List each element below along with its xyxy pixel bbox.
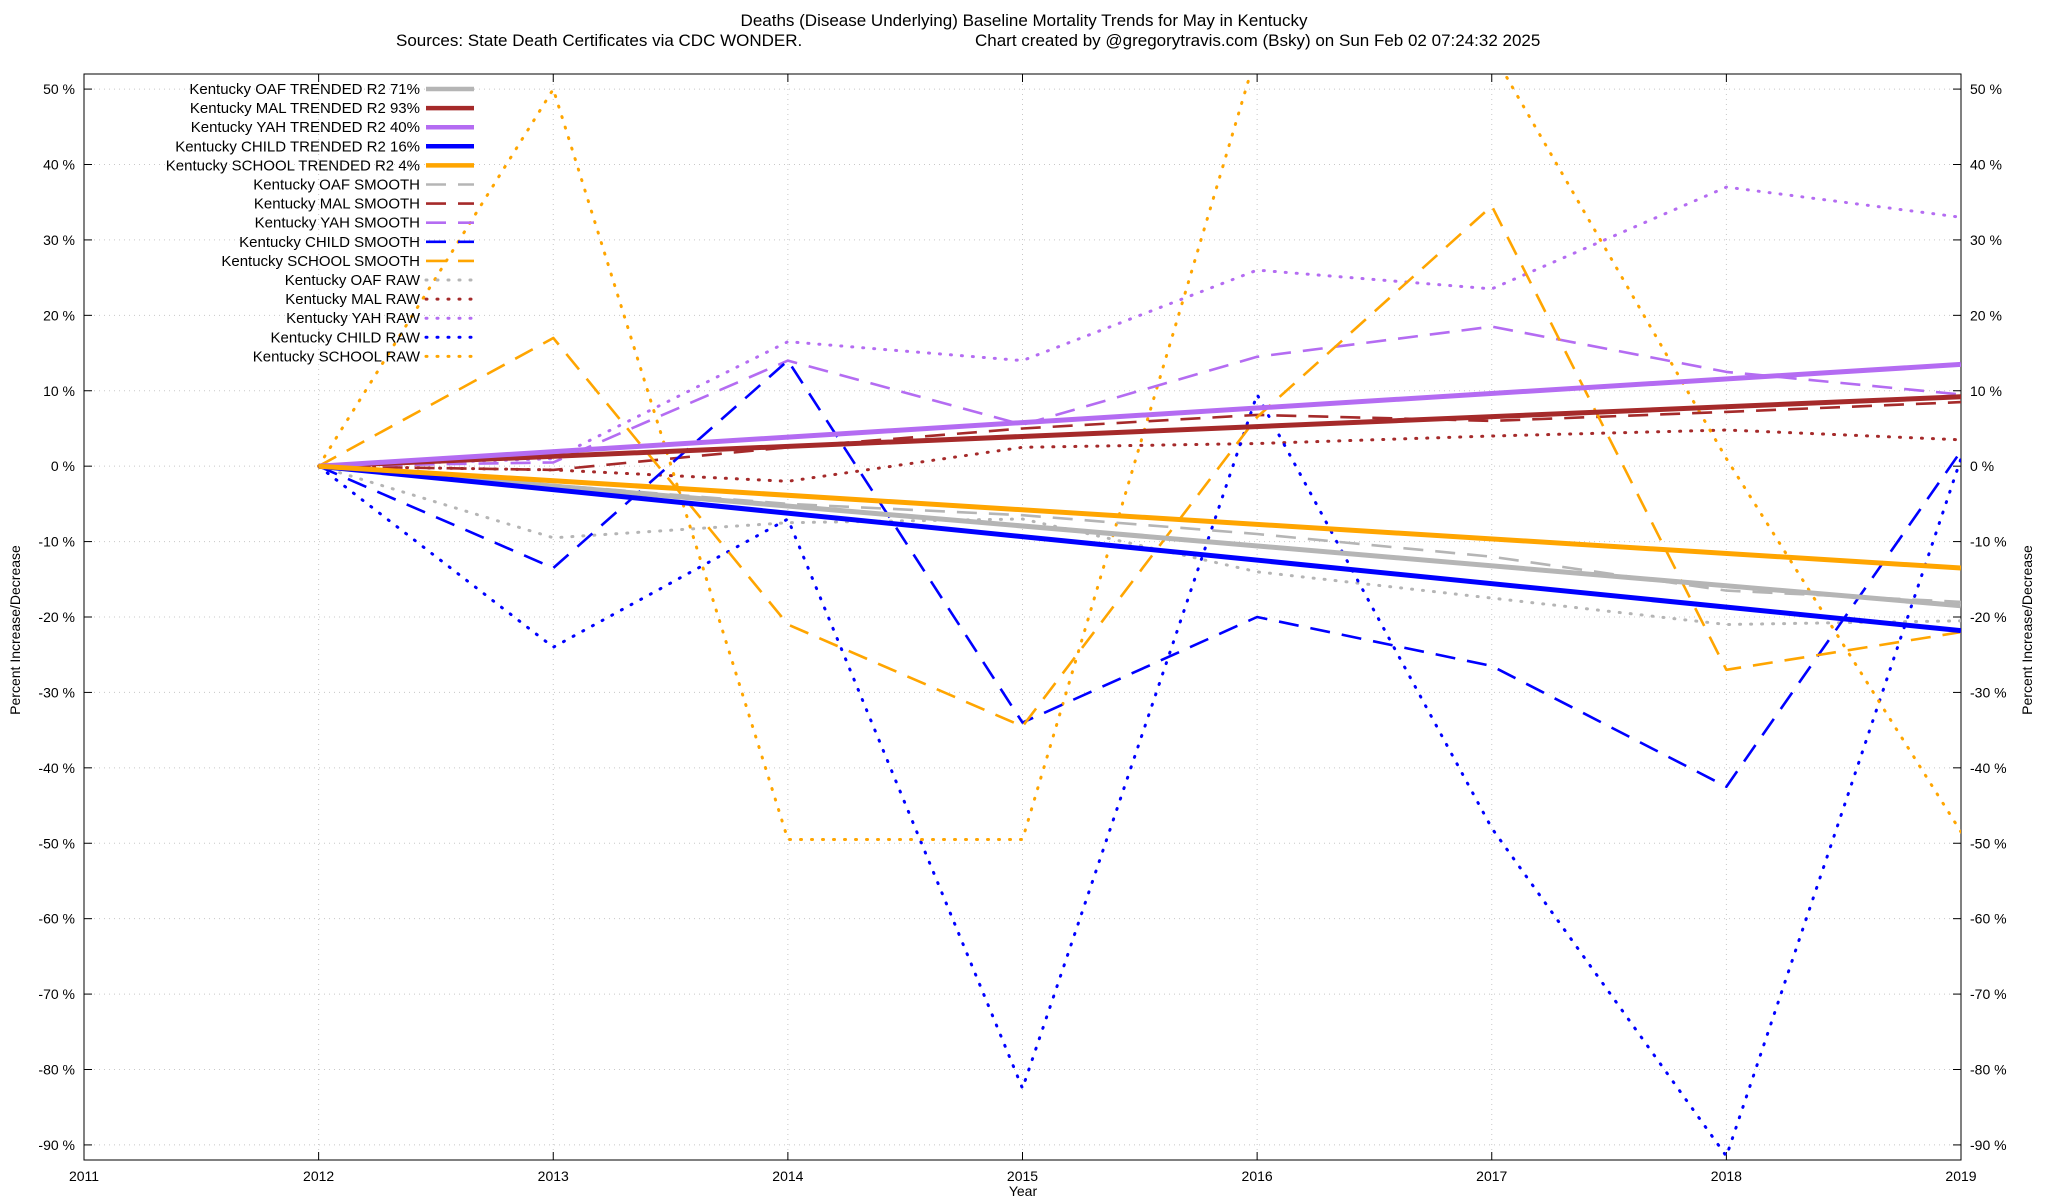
legend-label: Kentucky SCHOOL RAW [253, 348, 421, 365]
legend-label: Kentucky CHILD RAW [271, 329, 421, 346]
y-tick-label-right: 40 % [1970, 157, 2002, 173]
legend-label: Kentucky OAF TRENDED R2 71% [189, 81, 420, 98]
y-tick-label-right: -90 % [1970, 1137, 2007, 1153]
y-tick-label-left: -20 % [38, 609, 75, 625]
y-tick-label-left: -60 % [38, 911, 75, 927]
y-tick-label-left: -30 % [38, 684, 75, 700]
y-tick-label-left: -70 % [38, 986, 75, 1002]
series-line-kentucky-oaf-trended-r2-71 [318, 463, 1961, 609]
y-tick-label-right: -60 % [1970, 911, 2007, 927]
y-tick-label-left: -10 % [38, 534, 75, 550]
y-tick-label-left: 30 % [43, 232, 75, 248]
x-tick-label: 2016 [1242, 1168, 1273, 1184]
chart-title: Deaths (Disease Underlying) Baseline Mor… [741, 11, 1308, 30]
legend-label: Kentucky MAL TRENDED R2 93% [190, 100, 420, 117]
x-tick-label: 2015 [1007, 1168, 1038, 1184]
y-tick-label-right: -10 % [1970, 534, 2007, 550]
y-tick-label-right: 30 % [1970, 232, 2002, 248]
y-tick-label-left: -80 % [38, 1062, 75, 1078]
y-tick-label-left: -50 % [38, 835, 75, 851]
x-axis-label: Year [1009, 1183, 1038, 1199]
x-tick-label: 2014 [772, 1168, 803, 1184]
chart-subtitle-credit: Chart created by @gregorytravis.com (Bsk… [975, 31, 1540, 50]
x-tick-label: 2019 [1945, 1168, 1976, 1184]
y-tick-label-left: 20 % [43, 307, 75, 323]
legend-label: Kentucky MAL SMOOTH [254, 196, 420, 213]
x-tick-label: 2011 [69, 1168, 99, 1184]
legend-label: Kentucky OAF RAW [285, 272, 421, 289]
y-tick-label-right: 0 % [1970, 458, 1994, 474]
y-tick-label-left: 50 % [43, 81, 75, 97]
y-axis-label-left: Percent Increase/Decrease [7, 545, 23, 715]
series-line-kentucky-yah-trended-r2-40 [318, 361, 1961, 469]
series-line-kentucky-child-smooth [318, 359, 1961, 789]
y-tick-label-left: 40 % [43, 157, 75, 173]
y-tick-label-left: -40 % [38, 760, 75, 776]
y-tick-label-right: -50 % [1970, 835, 2007, 851]
legend-label: Kentucky CHILD TRENDED R2 16% [175, 138, 420, 155]
y-tick-label-left: 0 % [51, 458, 75, 474]
x-tick-label: 2017 [1476, 1168, 1507, 1184]
legend-label: Kentucky YAH RAW [286, 310, 421, 327]
series-line-kentucky-school-raw [317, 74, 1961, 841]
y-tick-label-left: 10 % [43, 383, 75, 399]
series-line-kentucky-mal-smooth [318, 400, 1961, 472]
chart-subtitle-sources: Sources: State Death Certificates via CD… [396, 31, 802, 50]
legend-label: Kentucky YAH TRENDED R2 40% [191, 119, 420, 136]
y-tick-label-right: -40 % [1970, 760, 2007, 776]
x-tick-label: 2012 [303, 1168, 334, 1184]
y-tick-label-right: 10 % [1970, 383, 2002, 399]
legend-label: Kentucky SCHOOL TRENDED R2 4% [166, 157, 420, 174]
legend: Kentucky OAF TRENDED R2 71% Kentucky MAL … [166, 81, 476, 365]
x-tick-label: 2013 [538, 1168, 569, 1184]
x-tick-label: 2018 [1711, 1168, 1742, 1184]
legend-label: Kentucky MAL RAW [285, 291, 421, 308]
series-line-kentucky-yah-raw [317, 185, 1961, 468]
series-line-kentucky-mal-raw [317, 428, 1961, 483]
series-line-kentucky-school-trended-r2-4 [318, 463, 1961, 571]
y-axis-label-right: Percent Increase/Decrease [2019, 545, 2035, 715]
series-lines [317, 74, 1961, 1158]
series-line-kentucky-yah-smooth [318, 325, 1961, 468]
legend-label: Kentucky OAF SMOOTH [253, 177, 420, 194]
series-line-kentucky-child-trended-r2-16 [318, 463, 1961, 634]
series-line-kentucky-school-smooth [317, 204, 1961, 728]
axes: 50 % 50 % 40 % 40 % 30 % 30 % 20 % 20 % 10 % 10 %… [38, 73, 2007, 1184]
legend-label: Kentucky YAH SMOOTH [255, 215, 420, 232]
y-tick-label-right: -80 % [1970, 1062, 2007, 1078]
y-tick-label-right: -20 % [1970, 609, 2007, 625]
series-line-kentucky-child-raw [317, 393, 1961, 1158]
y-tick-label-right: -30 % [1970, 684, 2007, 700]
y-tick-label-right: 20 % [1970, 307, 2002, 323]
series-line-kentucky-mal-trended-r2-93 [318, 394, 1961, 469]
legend-label: Kentucky SCHOOL SMOOTH [221, 253, 420, 270]
series-line-kentucky-oaf-raw [317, 464, 1961, 626]
y-tick-label-right: 50 % [1970, 81, 2002, 97]
legend-label: Kentucky CHILD SMOOTH [239, 234, 420, 251]
y-tick-label-right: -70 % [1970, 986, 2007, 1002]
y-tick-label-left: -90 % [38, 1137, 75, 1153]
